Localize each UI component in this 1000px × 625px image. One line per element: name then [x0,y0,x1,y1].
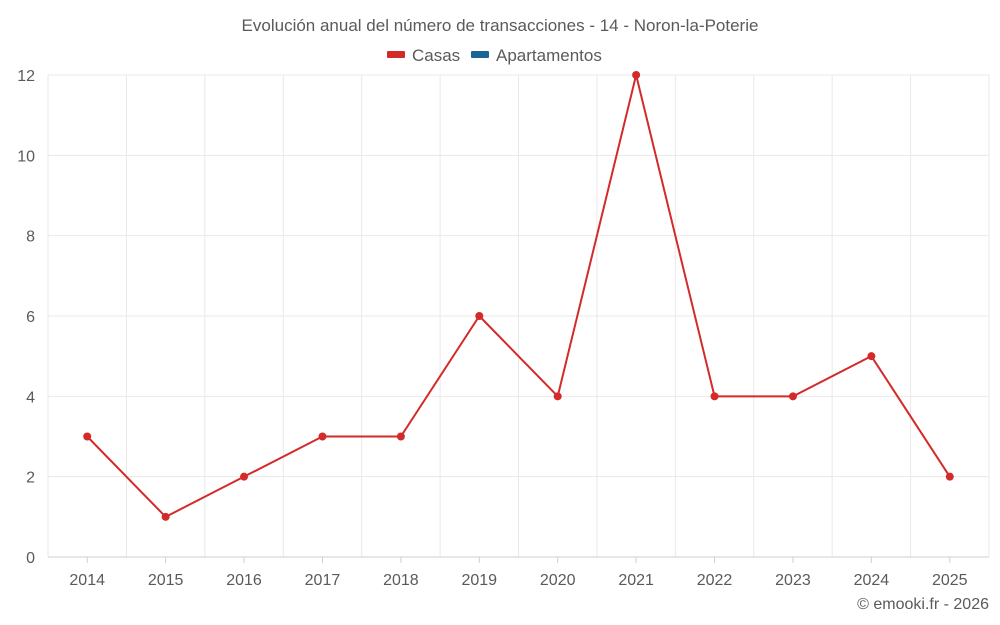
y-tick-label-10: 10 [17,148,35,165]
chart-title: Evolución anual del número de transaccio… [242,16,759,35]
data-point-casas-2017[interactable] [318,432,327,441]
x-tick-label-2022: 2022 [697,572,733,589]
legend: Casas Apartamentos [387,46,602,65]
x-tick-label-2014: 2014 [69,572,105,589]
data-point-casas-2021[interactable] [632,71,641,79]
data-point-casas-2020[interactable] [553,392,562,401]
legend-swatch-apartamentos [471,51,489,58]
data-point-casas-2016[interactable] [240,472,249,481]
x-tick-label-2025: 2025 [932,572,968,589]
y-tick-label-6: 6 [26,309,35,326]
series-line-casas [86,74,951,518]
data-point-casas-2024[interactable] [867,352,876,361]
data-point-casas-2022[interactable] [710,392,719,401]
x-tick-label-2016: 2016 [226,572,262,589]
data-point-casas-2019[interactable] [475,312,484,320]
data-point-casas-2023[interactable] [788,392,797,401]
y-tick-label-2: 2 [26,470,35,487]
legend-item-casas[interactable]: Casas [387,46,460,65]
footer-credit: © emooki.fr - 2026 [857,596,989,613]
axes: 0 2 4 6 8 10 12 2014 2015 2016 2017 2018 2019 2020 202… [17,68,989,589]
y-tick-label-4: 4 [26,389,35,406]
legend-item-apartamentos[interactable]: Apartamentos [471,46,602,65]
legend-label-casas: Casas [412,46,460,65]
x-tick-label-2017: 2017 [305,572,341,589]
x-tick-label-2024: 2024 [854,572,890,589]
x-tick-label-2018: 2018 [383,572,419,589]
y-tick-label-8: 8 [26,229,35,246]
legend-swatch-casas [387,51,405,58]
data-point-casas-2014[interactable] [83,432,92,441]
data-point-casas-2018[interactable] [396,432,405,441]
y-tick-label-0: 0 [26,550,35,567]
data-point-casas-2025[interactable] [945,472,954,481]
x-tick-label-2023: 2023 [775,572,811,589]
series [83,71,954,521]
grid [47,74,990,557]
x-tick-label-2019: 2019 [461,572,497,589]
y-tick-label-12: 12 [17,68,35,85]
data-point-casas-2015[interactable] [161,512,170,521]
x-tick-label-2015: 2015 [148,572,184,589]
x-tick-label-2020: 2020 [540,572,576,589]
x-tick-label-2021: 2021 [618,572,654,589]
legend-label-apartamentos: Apartamentos [496,46,602,65]
